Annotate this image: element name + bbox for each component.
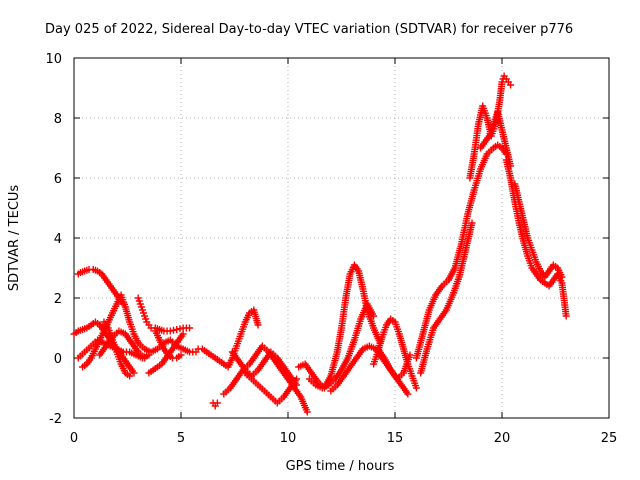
series-trace-l [209, 399, 221, 410]
series-trace-z [511, 180, 566, 281]
x-tick-label: 15 [387, 431, 404, 446]
data-point [303, 408, 311, 416]
x-tick-label: 10 [280, 431, 297, 446]
data-point [254, 321, 262, 329]
data-point [141, 354, 149, 362]
x-tick-label: 0 [70, 431, 78, 446]
data-point [558, 273, 566, 281]
data-point [406, 351, 414, 359]
data-point [186, 324, 194, 332]
chart-title: Day 025 of 2022, Sidereal Day-to-day VTE… [45, 22, 573, 37]
y-tick-label: 4 [54, 232, 62, 247]
y-axis-label: SDTVAR / TECUs [7, 185, 22, 292]
data-point [562, 312, 570, 320]
y-tick-label: 2 [54, 292, 62, 307]
data-point [293, 375, 301, 383]
series-trace-e [96, 327, 149, 362]
series-trace-t [374, 345, 414, 383]
x-tick-label: 5 [177, 431, 185, 446]
x-axis-label: GPS time / hours [286, 459, 395, 474]
data-point [404, 390, 412, 398]
y-tick-label: -2 [49, 412, 62, 427]
data-point [412, 384, 420, 392]
series-trace-w [466, 72, 515, 182]
data-point [179, 330, 187, 338]
series-trace-g [134, 294, 194, 335]
data-point [170, 326, 178, 334]
x-tick-label: 25 [601, 431, 618, 446]
series-trace-i [145, 330, 187, 377]
data-point [507, 81, 515, 89]
y-tick-label: 10 [45, 52, 62, 67]
data-point [173, 326, 181, 333]
data-point [177, 351, 185, 359]
data-point [176, 325, 184, 333]
data-point [166, 327, 174, 335]
data-point [213, 399, 221, 407]
series-trace-q [305, 300, 378, 392]
series-trace-u [412, 141, 510, 362]
series-trace-x [477, 108, 515, 170]
series-trace-d [79, 291, 142, 371]
series-trace-o [241, 369, 301, 407]
series-trace-f [100, 318, 134, 380]
x-tick-label: 20 [494, 431, 511, 446]
data-point [468, 219, 476, 227]
series-trace-y [502, 156, 570, 320]
data-point [126, 372, 134, 380]
series-trace-v [417, 219, 476, 377]
axis-ticks: 0 5 10 15 20 25 -2 0 2 4 6 8 10 [45, 52, 617, 446]
data-point [370, 312, 378, 320]
y-tick-label: 6 [54, 172, 62, 187]
data-points [70, 72, 570, 416]
series-trace-j [151, 327, 185, 362]
y-tick-label: 8 [54, 112, 62, 127]
y-tick-label: 0 [54, 352, 62, 367]
data-point [130, 369, 138, 377]
